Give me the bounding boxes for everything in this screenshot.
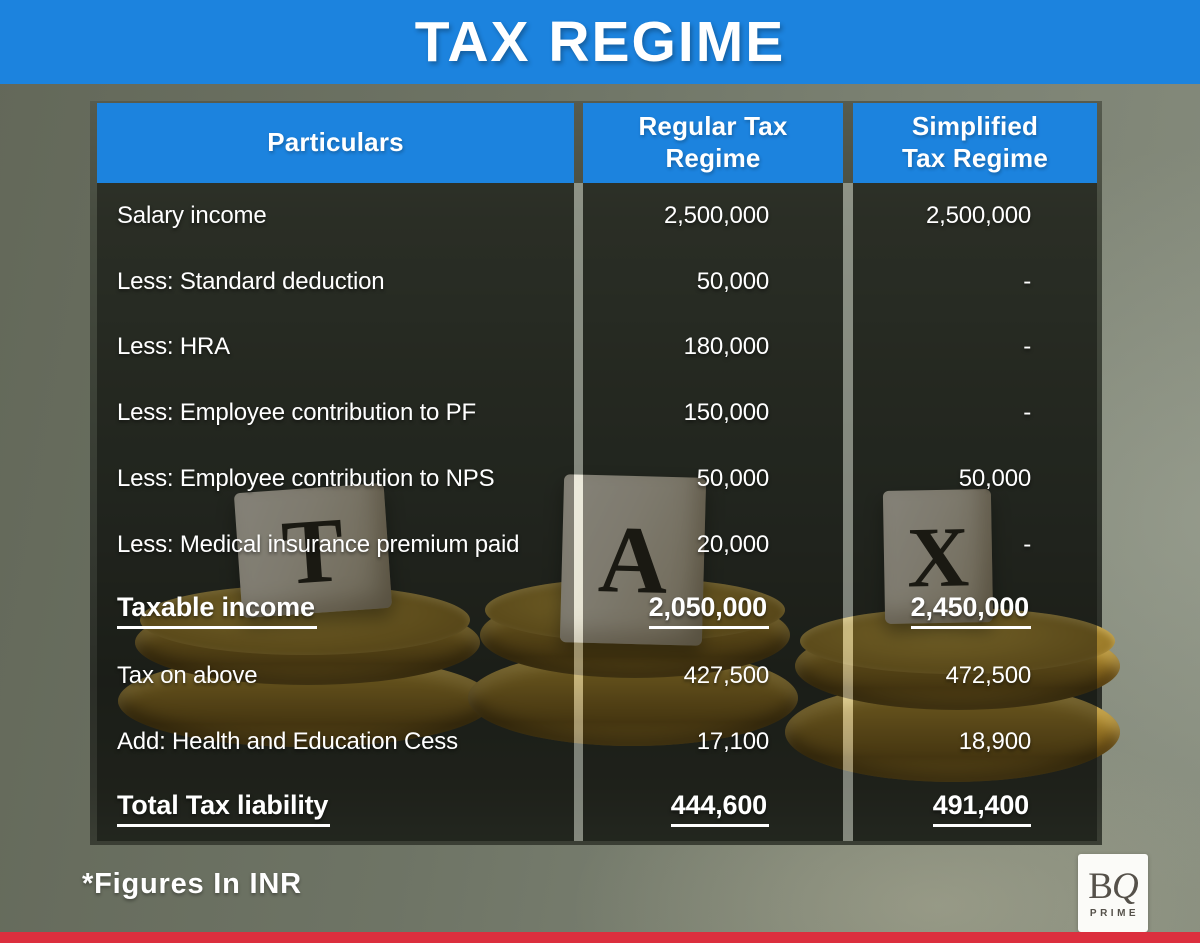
row-value-simplified: 18,900 [958, 728, 1031, 756]
bq-prime-logo: BQ PRIME [1078, 854, 1148, 932]
page-title: TAX REGIME [414, 10, 786, 74]
table-body: Salary income 2,500,000 2,500,000 Less: … [97, 183, 1097, 841]
row-value-simplified: - [1023, 267, 1031, 295]
table-row: Less: Medical insurance premium paid 20,… [97, 512, 1097, 578]
row-label: Salary income [117, 201, 267, 229]
logo-bq-text: BQ [1088, 865, 1138, 907]
title-banner: TAX REGIME [0, 0, 1200, 84]
header-line: Regular Tax [638, 111, 788, 142]
table-row: Total Tax liability 444,600 491,400 [97, 775, 1097, 841]
row-value-simplified: 2,450,000 [853, 592, 1097, 630]
header-simplified-tax-regime: Simplified Tax Regime [853, 103, 1097, 183]
row-value-regular: 2,500,000 [664, 201, 769, 229]
row-value-regular: 427,500 [683, 662, 770, 690]
table-column-panel [97, 183, 574, 841]
header-particulars: Particulars [97, 103, 574, 183]
header-line: Regime [665, 143, 761, 173]
row-label: Less: Employee contribution to NPS [117, 465, 495, 493]
bottom-red-bar [0, 932, 1200, 943]
row-value-simplified: 472,500 [945, 662, 1032, 690]
table-row: Less: Employee contribution to PF 150,00… [97, 380, 1097, 446]
table-row: Less: Standard deduction 50,000 - [97, 249, 1097, 315]
table-row: Salary income 2,500,000 2,500,000 [97, 183, 1097, 249]
row-value-simplified: - [1023, 399, 1031, 427]
row-value-regular: 50,000 [696, 267, 769, 295]
logo-prime-text: PRIME [1089, 907, 1140, 919]
row-value-regular: 50,000 [696, 465, 769, 493]
row-label: Less: Standard deduction [117, 267, 385, 295]
row-label: Less: Employee contribution to PF [117, 399, 476, 427]
row-value-regular: 180,000 [683, 333, 770, 361]
row-value-regular: 2,050,000 [583, 592, 843, 630]
row-value-regular: 17,100 [696, 728, 769, 756]
table-row: Tax on above 427,500 472,500 [97, 644, 1097, 710]
header-line: Tax Regime [901, 143, 1048, 173]
row-label: Taxable income [97, 592, 574, 630]
row-label: Tax on above [117, 662, 258, 690]
column-separator [843, 183, 853, 841]
table-row: Less: Employee contribution to NPS 50,00… [97, 446, 1097, 512]
row-value-simplified: - [1023, 530, 1031, 558]
header-line: Particulars [267, 127, 404, 158]
table-column-panel [583, 183, 843, 841]
row-value-simplified: - [1023, 333, 1031, 361]
row-label: Total Tax liability [97, 790, 574, 827]
row-label: Add: Health and Education Cess [117, 728, 458, 756]
header-regular-tax-regime: Regular Tax Regime [583, 103, 843, 183]
row-value-regular: 444,600 [583, 790, 843, 827]
table-row: Less: HRA 180,000 - [97, 315, 1097, 381]
table-row: Taxable income 2,050,000 2,450,000 [97, 578, 1097, 644]
row-value-regular: 150,000 [683, 399, 770, 427]
table-row: Add: Health and Education Cess 17,100 18… [97, 709, 1097, 775]
row-value-regular: 20,000 [696, 530, 769, 558]
row-value-simplified: 491,400 [853, 790, 1097, 827]
table-column-panel [853, 183, 1097, 841]
row-value-simplified: 2,500,000 [926, 201, 1031, 229]
column-separator [574, 183, 583, 841]
row-value-simplified: 50,000 [958, 465, 1031, 493]
header-line: Simplified [911, 111, 1039, 142]
figures-note: *Figures In INR [82, 868, 302, 900]
row-label: Less: HRA [117, 333, 230, 361]
row-label: Less: Medical insurance premium paid [117, 530, 520, 558]
